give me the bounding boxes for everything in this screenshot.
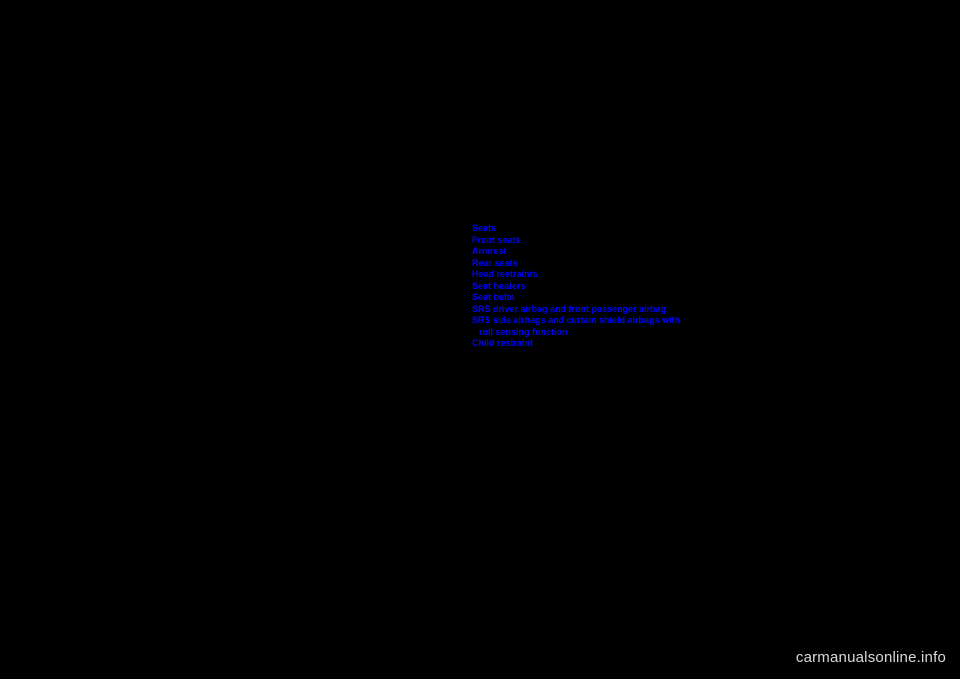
toc-link-armrest[interactable]: Armrest <box>472 246 680 258</box>
table-of-contents: Seats Front seats Armrest Rear seats Hea… <box>472 223 680 350</box>
toc-link-head-restraints[interactable]: Head restraints <box>472 269 680 281</box>
toc-link-srs-side-airbags[interactable]: SRS side airbags and curtain shield airb… <box>472 315 680 327</box>
toc-link-srs-side-airbags-line2[interactable]: roll sensing function <box>472 327 680 339</box>
toc-link-child-restraint[interactable]: Child restraint <box>472 338 680 350</box>
toc-link-seats[interactable]: Seats <box>472 223 680 235</box>
toc-link-seat-belts[interactable]: Seat belts <box>472 292 680 304</box>
toc-link-front-seats[interactable]: Front seats <box>472 235 680 247</box>
watermark-text: carmanualsonline.info <box>796 649 946 666</box>
toc-link-seat-heaters[interactable]: Seat heaters <box>472 281 680 293</box>
toc-link-rear-seats[interactable]: Rear seats <box>472 258 680 270</box>
toc-link-srs-driver-airbag[interactable]: SRS driver airbag and front passenger ai… <box>472 304 680 316</box>
